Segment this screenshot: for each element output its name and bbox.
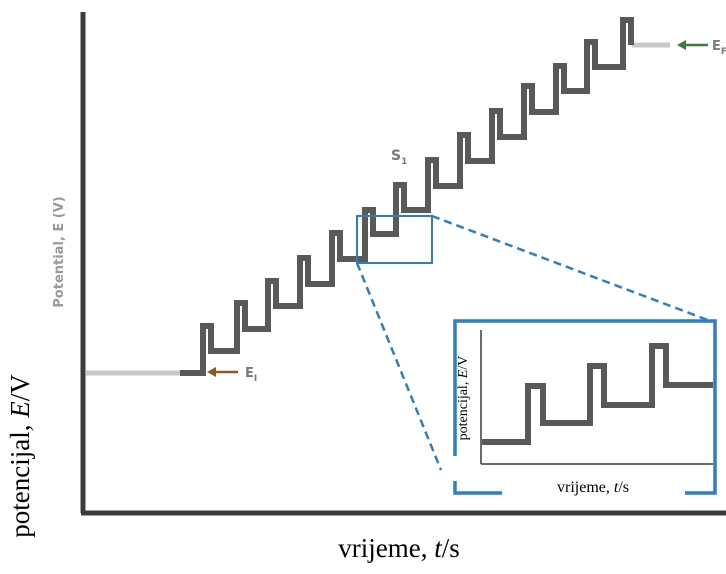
zoom-selection-box [356,215,433,264]
inset-y-axis-label: potencijal, E/V [456,356,471,441]
main-x-axis-label: vrijeme, t/s [338,533,460,563]
original-y-axis-label: Potential, E (V) [52,196,67,307]
zoom-projection-upper [431,214,714,324]
zoom-projection-lower [355,262,443,471]
inset-waveform [482,343,713,445]
inset-x-axis-label: vrijeme, t/s [557,479,629,496]
inset-frame [453,319,717,495]
x-label-patch [288,517,510,569]
main-y-axis-label: potencijal, E/V [5,374,35,538]
inset-x-label-box [502,466,685,500]
step-s1-label: S1 [391,148,407,167]
final-potential-label: EF [712,39,726,57]
staircase-waveform [180,17,634,376]
inset-zoom-panel: potencijal, E/V vrijeme, t/s [453,319,717,500]
initial-potential-arrow [207,367,238,377]
final-potential-arrow [677,40,708,50]
initial-potential-label: EI [245,366,257,384]
